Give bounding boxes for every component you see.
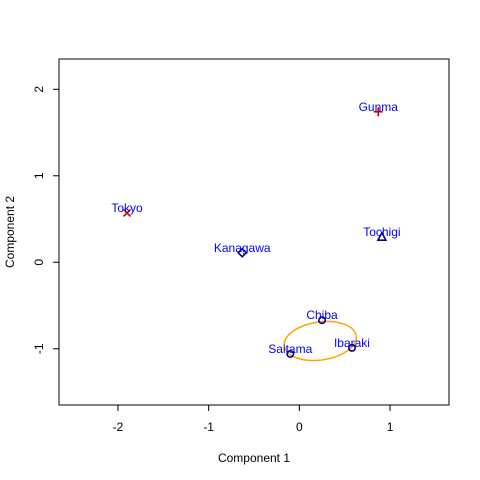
x-tick-label: -2 bbox=[113, 420, 124, 434]
plot-frame bbox=[58, 58, 450, 406]
y-axis: -1 0 1 2 bbox=[32, 86, 59, 354]
y-tick-label: 0 bbox=[32, 259, 46, 266]
y-tick-label: 1 bbox=[32, 172, 46, 179]
point-label: Tokyo bbox=[111, 201, 143, 215]
ellipse-layer bbox=[283, 320, 357, 362]
point-kanagawa: Kanagawa bbox=[214, 241, 271, 258]
x-tick-label: 1 bbox=[387, 420, 394, 434]
y-axis-title: Component 2 bbox=[3, 196, 17, 268]
x-tick-label: 0 bbox=[296, 420, 303, 434]
point-label: Ibaraki bbox=[334, 336, 370, 350]
y-tick-label: 2 bbox=[32, 86, 46, 93]
point-tochigi: Tochigi bbox=[363, 225, 401, 241]
x-axis: -2 -1 0 1 bbox=[113, 405, 394, 434]
point-label: Saitama bbox=[268, 342, 312, 356]
point-chiba: Chiba bbox=[306, 308, 338, 325]
point-label: Tochigi bbox=[363, 225, 400, 239]
point-gunma: Gunma bbox=[359, 100, 399, 117]
y-tick-label: -1 bbox=[32, 343, 46, 354]
point-label: Kanagawa bbox=[214, 241, 271, 255]
x-tick-label: -1 bbox=[203, 420, 214, 434]
point-label: Chiba bbox=[306, 308, 338, 322]
point-label: Gunma bbox=[359, 100, 399, 114]
point-saitama: Saitama bbox=[268, 342, 313, 358]
point-tokyo: Tokyo bbox=[111, 201, 143, 218]
cluster-ellipse bbox=[283, 320, 357, 362]
point-ibaraki: Ibaraki bbox=[334, 336, 370, 352]
points-layer: Tokyo Kanagawa Gunma Tochigi Chiba Ibaraki Sai… bbox=[111, 100, 401, 358]
x-axis-title: Component 1 bbox=[218, 451, 290, 465]
